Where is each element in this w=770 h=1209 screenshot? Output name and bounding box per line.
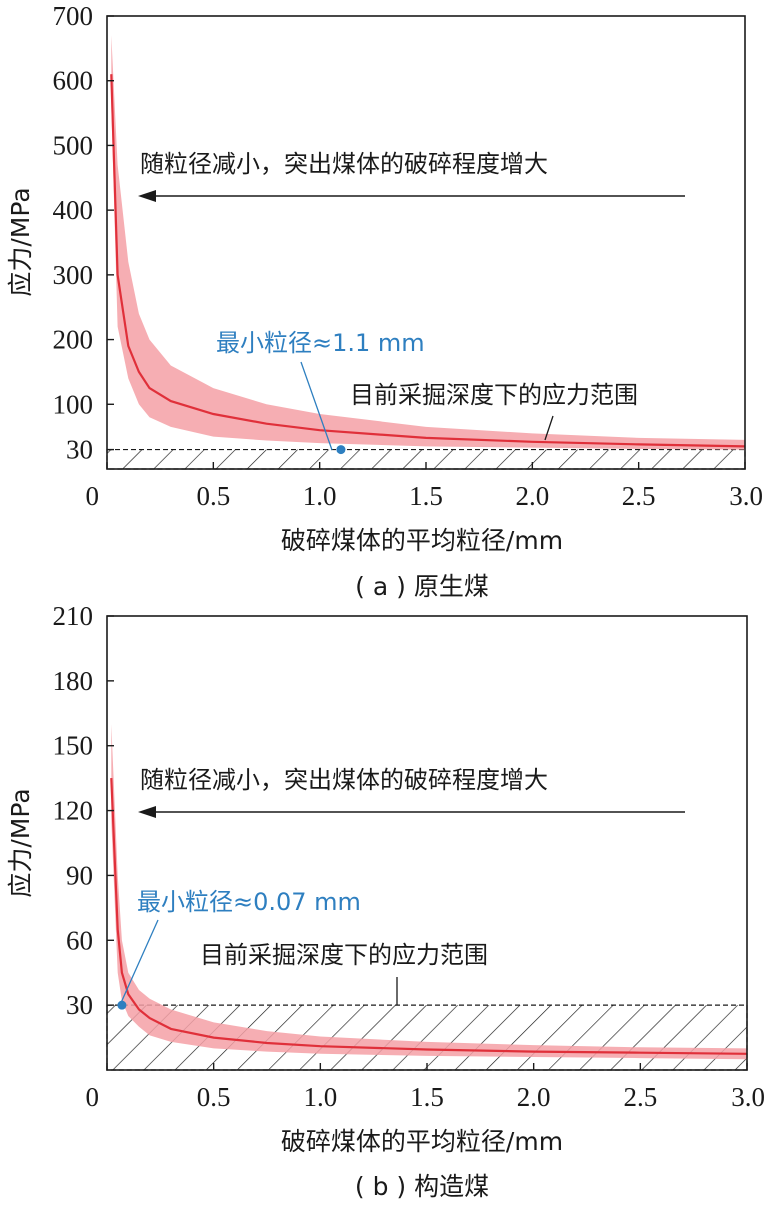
x-tick-label: 1.5 (410, 1082, 444, 1112)
x-tick-label: 2.0 (515, 481, 549, 511)
stress-band (111, 35, 746, 450)
arrow-text: 随粒径减小，突出煤体的破碎程度增大 (140, 150, 548, 178)
x-tick-label: 2.0 (517, 1082, 551, 1112)
y-tick-label: 400 (53, 195, 94, 225)
stress-curve (110, 74, 746, 448)
x-tick-label: 2.5 (623, 1082, 657, 1112)
x-tick-label: 0 (86, 1082, 100, 1112)
min-size-label: 最小粒径≈1.1 mm (216, 329, 425, 357)
x-tick-label: 0 (86, 481, 100, 511)
stress-range-leader (544, 415, 554, 441)
stress-band (111, 724, 748, 1060)
x-tick-label: 3.0 (729, 481, 763, 511)
min-size-leader (300, 361, 333, 451)
caption-a: ( a ) 原生煤 (355, 572, 489, 601)
stress-range-label: 目前采掘深度下的应力范围 (350, 381, 638, 409)
y-tick-label: 30 (66, 990, 93, 1020)
x-tick-label: 2.5 (622, 481, 656, 511)
y-tick-label: 180 (53, 666, 94, 696)
decrease-arrowhead (138, 190, 156, 202)
y-tick-label: 60 (66, 925, 93, 955)
y-tick-label: 30 (66, 435, 93, 465)
y-tick-label: 300 (53, 260, 94, 290)
min-size-leader (119, 919, 159, 1006)
panel-b: 随粒径减小，突出煤体的破碎程度增大 最小粒径≈0.07 mm 目前采掘深度下的应… (6, 601, 765, 1201)
y-axis-label: 应力/MPa (6, 187, 35, 296)
y-axis-label: 应力/MPa (6, 788, 35, 897)
y-tick-label: 120 (53, 796, 94, 826)
x-tick-label: 1.0 (303, 1082, 337, 1112)
y-tick-label: 200 (53, 325, 94, 355)
x-tick-label: 1.5 (409, 481, 443, 511)
x-tick-label: 0.5 (197, 1082, 231, 1112)
plot-frame (106, 615, 748, 1071)
x-axis-label: 破碎煤体的平均粒径/mm (281, 526, 563, 555)
x-axis-label: 破碎煤体的平均粒径/mm (281, 1127, 563, 1156)
panel-a: 随粒径减小，突出煤体的破碎程度增大 最小粒径≈1.1 mm 目前采掘深度下的应力… (6, 1, 763, 601)
x-tick-label: 1.0 (303, 481, 337, 511)
x-tick-label: 0.5 (196, 481, 230, 511)
x-tick-label: 3.0 (731, 1082, 765, 1112)
stress-range-label: 目前采掘深度下的应力范围 (200, 941, 488, 969)
y-tick-label: 600 (53, 66, 94, 96)
y-tick-label: 700 (53, 1, 94, 31)
caption-b: ( b ) 构造煤 (355, 1172, 489, 1201)
y-tick-label: 210 (53, 601, 94, 631)
arrow-text: 随粒径减小，突出煤体的破碎程度增大 (140, 766, 548, 794)
min-size-point (117, 1000, 127, 1010)
y-tick-label: 100 (53, 389, 94, 419)
min-size-label: 最小粒径≈0.07 mm (137, 888, 361, 916)
min-size-point (336, 445, 346, 455)
decrease-arrowhead (138, 806, 156, 818)
stress-curve (110, 778, 748, 1055)
y-tick-label: 90 (66, 860, 93, 890)
y-tick-label: 150 (53, 731, 94, 761)
y-tick-label: 500 (53, 130, 94, 160)
